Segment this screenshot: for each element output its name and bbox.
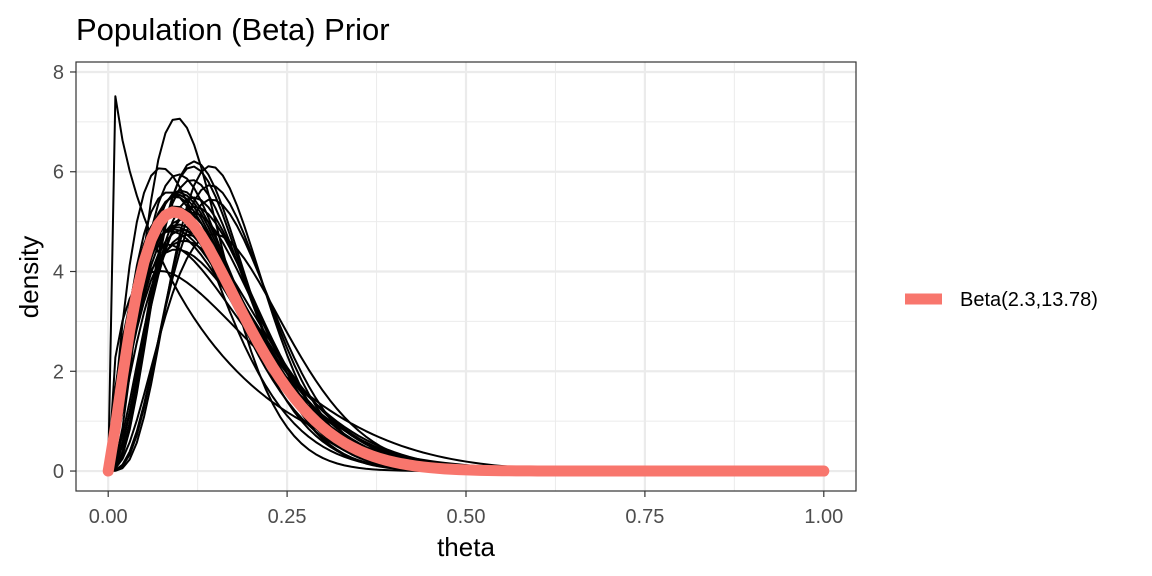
series-line: [102, 206, 830, 477]
y-tick-label: 6: [53, 162, 64, 184]
legend: Beta(2.3,13.78): [905, 289, 1098, 311]
legend-label: Beta(2.3,13.78): [960, 289, 1098, 311]
x-tick-label: 0.75: [625, 506, 664, 528]
x-tick-label: 0.50: [447, 506, 486, 528]
axes: 0.00 0.25 0.50 0.75 1.00 0 2 4 6 8: [53, 62, 843, 528]
y-tick-label: 4: [53, 262, 64, 284]
y-tick-label: 0: [53, 461, 64, 483]
chart-title: Population (Beta) Prior: [76, 12, 390, 47]
y-tick-label: 2: [53, 361, 64, 383]
x-tick-label: 0.00: [89, 506, 128, 528]
y-axis-title: density: [14, 236, 44, 318]
x-tick-label: 1.00: [804, 506, 843, 528]
y-tick-label: 8: [53, 62, 64, 84]
x-tick-label: 0.25: [268, 506, 307, 528]
x-axis-title: theta: [437, 532, 495, 562]
series-curves: [102, 206, 830, 477]
